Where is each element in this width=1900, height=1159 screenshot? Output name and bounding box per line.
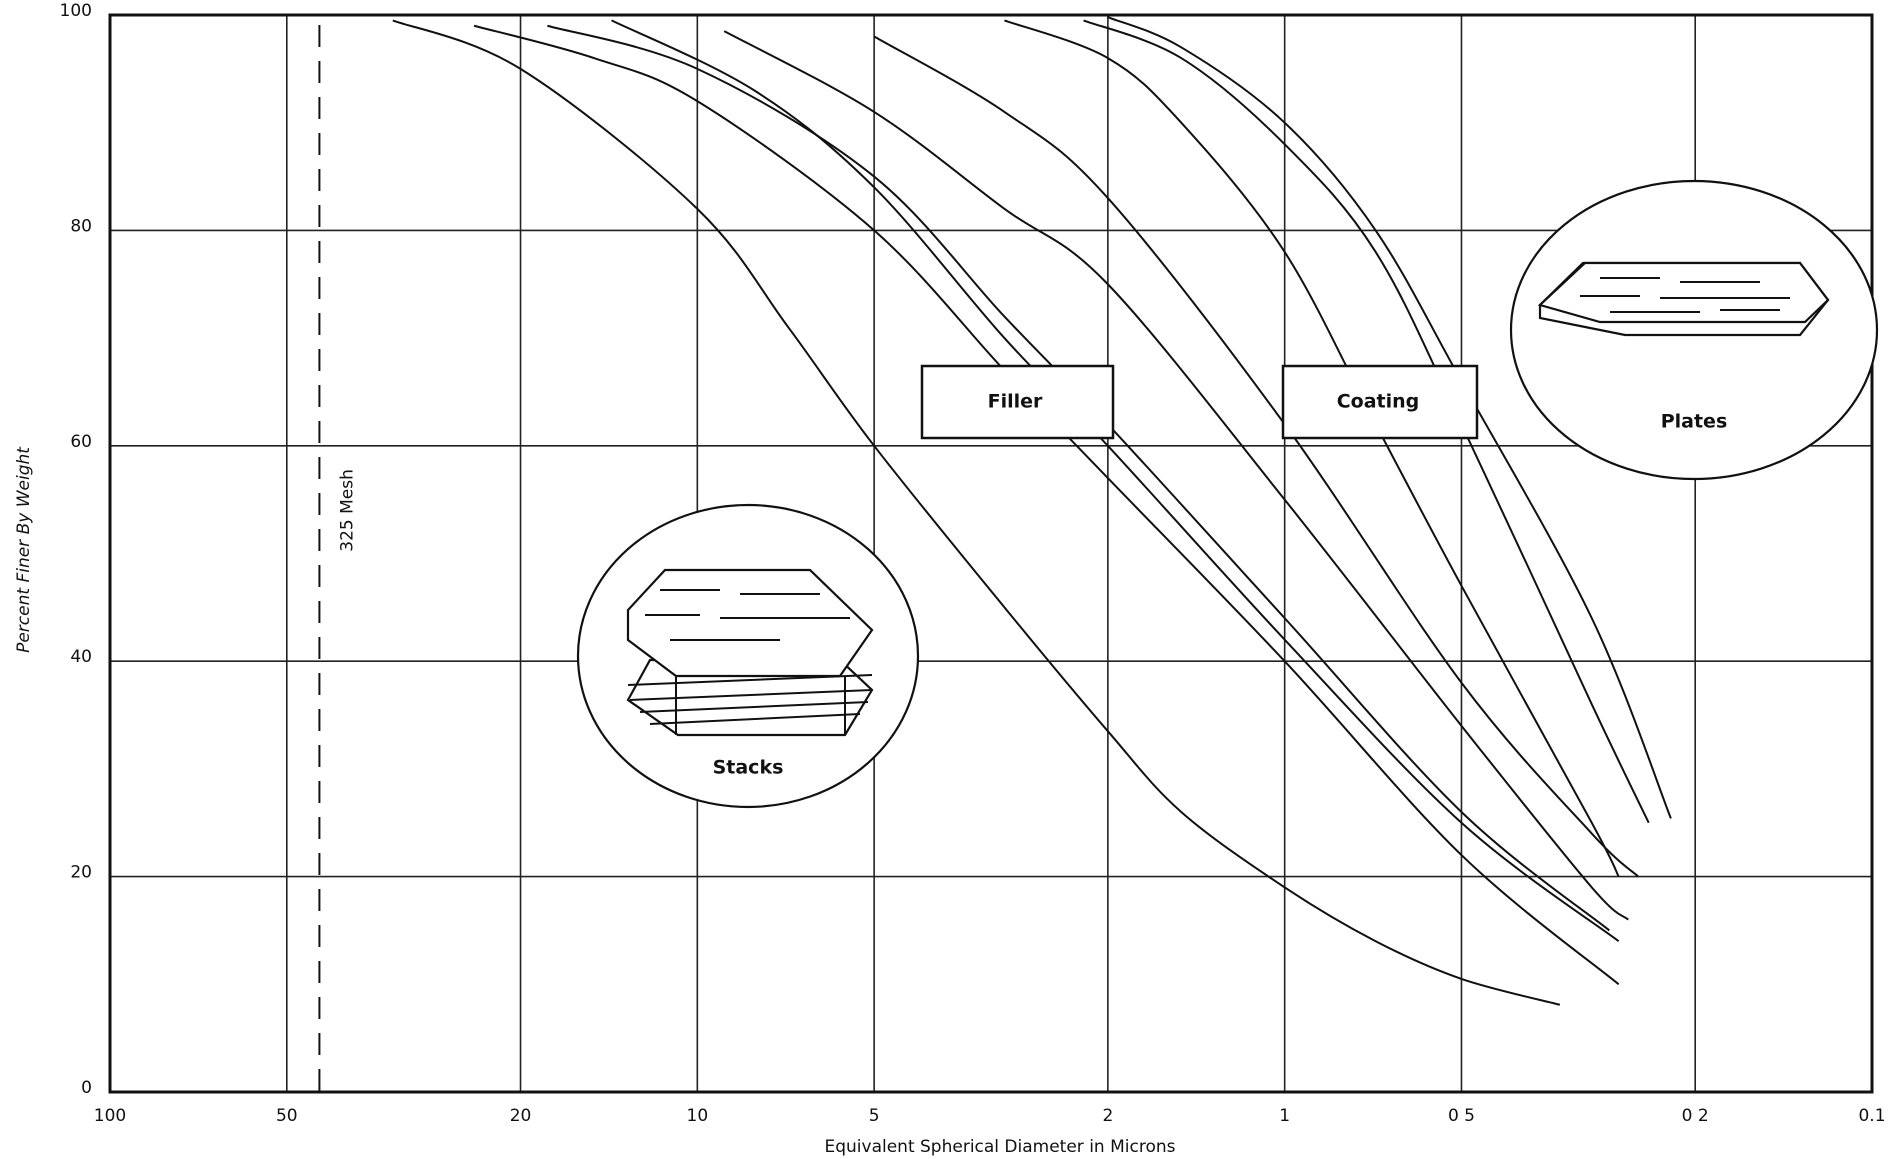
x-tick-label: 50 [276, 1106, 298, 1126]
x-tick-label: 0.1 [1858, 1106, 1885, 1126]
x-tick-label: 0 5 [1448, 1106, 1475, 1126]
mesh-label: 325 Mesh [337, 469, 357, 552]
curves [393, 17, 1671, 1005]
y-tick-label: 100 [60, 1, 92, 21]
coating-label: Coating [1337, 391, 1420, 413]
plates-label: Plates [1661, 411, 1728, 433]
filler-label: Filler [988, 391, 1043, 413]
y-tick-label: 20 [70, 863, 92, 883]
y-tick-label: 60 [70, 432, 92, 452]
x-tick-label: 2 [1102, 1106, 1113, 1126]
x-tick-label: 0 2 [1682, 1106, 1709, 1126]
y-tick-label: 0 [81, 1078, 92, 1098]
plot-frame [110, 15, 1872, 1092]
page: Filler Coating Plates Stacks 325 Mesh Eq… [0, 0, 1900, 1159]
curve [393, 20, 1560, 1004]
stack-layers [628, 570, 872, 735]
x-tick-label: 10 [687, 1106, 709, 1126]
plate-top [1540, 263, 1828, 322]
chart: Filler Coating Plates Stacks 325 Mesh Eq… [0, 0, 1900, 1159]
curve [874, 37, 1638, 877]
x-axis-label: Equivalent Spherical Diameter in Microns [824, 1137, 1175, 1157]
curve [474, 26, 1619, 985]
y-axis-label: Percent Finer By Weight [14, 446, 34, 653]
x-tick-label: 1 [1279, 1106, 1290, 1126]
grid [110, 15, 1872, 1092]
y-tick-label: 40 [70, 647, 92, 667]
x-tick-label: 100 [94, 1106, 126, 1126]
stacks-label: Stacks [713, 757, 784, 779]
y-tick-label: 80 [70, 216, 92, 236]
x-tick-label: 20 [510, 1106, 532, 1126]
x-tick-label: 5 [869, 1106, 880, 1126]
